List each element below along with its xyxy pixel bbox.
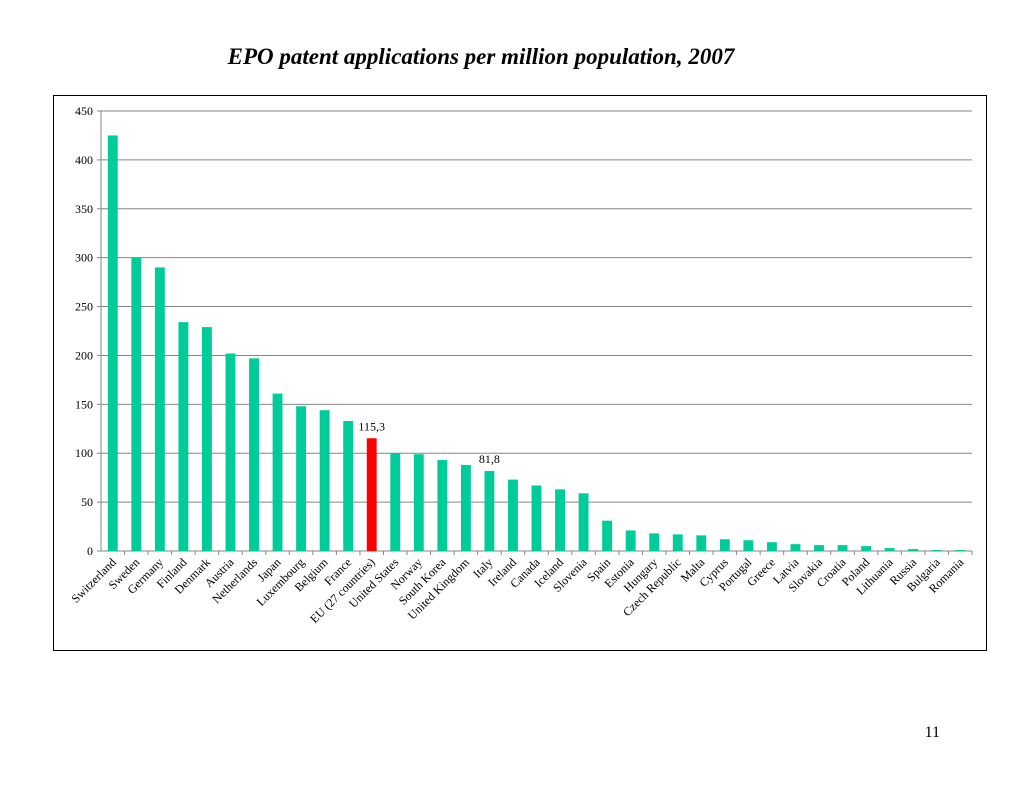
- bar: [320, 410, 330, 551]
- bar: [343, 421, 353, 551]
- bar: [437, 460, 447, 551]
- bar: [414, 454, 424, 551]
- bar: [108, 135, 118, 551]
- bar: [767, 542, 777, 551]
- page-number: 11: [900, 724, 940, 742]
- bar: [602, 521, 612, 551]
- bar: [484, 471, 494, 551]
- bar: [178, 322, 188, 551]
- bar: [249, 358, 259, 551]
- slide-title: EPO patent applications per million popu…: [0, 44, 962, 70]
- y-tick-label: 250: [75, 300, 93, 314]
- data-label: 115,3: [358, 419, 385, 433]
- y-tick-label: 450: [75, 104, 93, 118]
- bar: [508, 480, 518, 551]
- y-tick-label: 50: [81, 495, 93, 509]
- bar: [649, 533, 659, 551]
- bar: [273, 394, 283, 551]
- bar: [579, 493, 589, 551]
- bar: [673, 534, 683, 551]
- chart-frame: 0 50 100 150 200 250 300 350 400 450 Switzerland Sw…: [53, 95, 987, 651]
- y-tick-label: 100: [75, 446, 93, 460]
- bar: [696, 535, 706, 551]
- y-tick-label: 300: [75, 251, 93, 265]
- bar: [131, 258, 141, 551]
- y-tick-label: 0: [87, 544, 93, 558]
- bar: [296, 406, 306, 551]
- bar: [955, 550, 965, 551]
- bar: [814, 545, 824, 551]
- y-tick-label: 150: [75, 397, 93, 411]
- bar: [155, 267, 165, 551]
- bar: [226, 353, 236, 551]
- bar: [390, 453, 400, 551]
- bar: [838, 545, 848, 551]
- bar: [555, 489, 565, 551]
- bar: [743, 540, 753, 551]
- bar: [461, 465, 471, 551]
- bar: [626, 530, 636, 551]
- y-tick-label: 350: [75, 202, 93, 216]
- y-tick-label: 200: [75, 348, 93, 362]
- bar-chart: 050100150200250300350400450SwitzerlandSw…: [54, 96, 986, 650]
- bar: [791, 544, 801, 551]
- bar: [202, 327, 212, 551]
- bar: [861, 546, 871, 551]
- bar: [908, 549, 918, 551]
- bar: [720, 539, 730, 551]
- bar: [367, 438, 377, 551]
- bar: [532, 485, 542, 551]
- y-tick-label: 400: [75, 153, 93, 167]
- bar: [932, 550, 942, 551]
- data-label: 81,8: [479, 452, 500, 466]
- bar: [885, 548, 895, 551]
